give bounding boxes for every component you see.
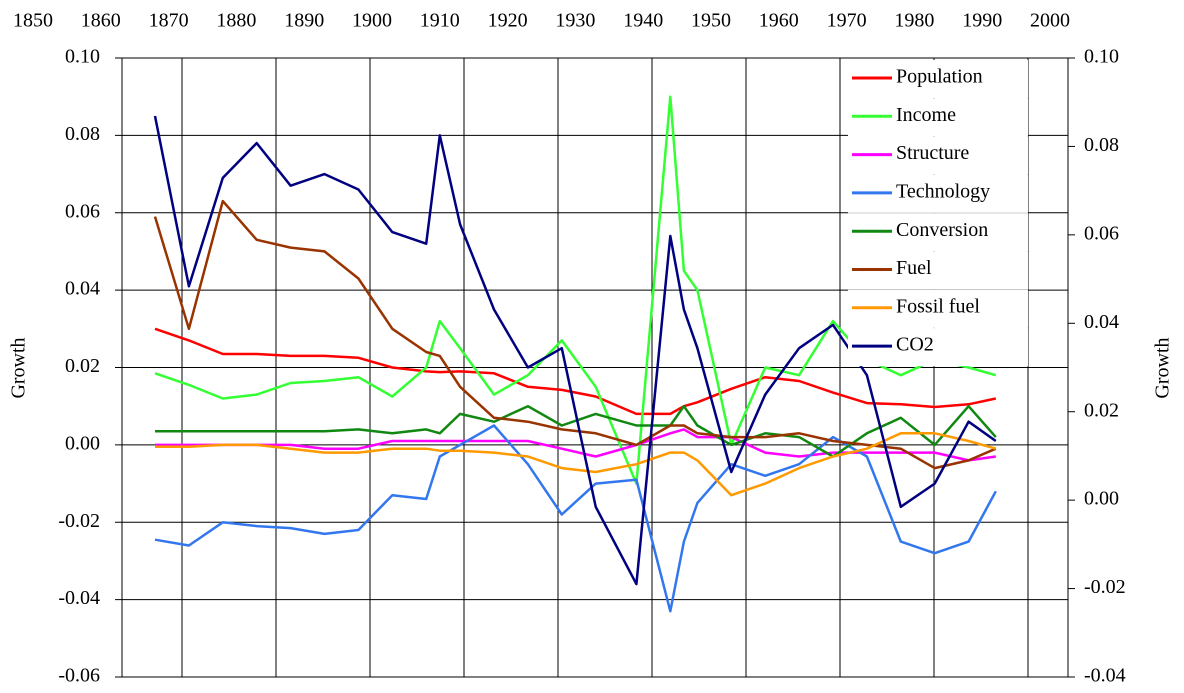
y-tick-label: 0.02 — [65, 355, 100, 377]
x-tick-label: 1970 — [827, 10, 867, 32]
series-line — [154, 327, 997, 416]
y-axis-label: Growth — [8, 337, 30, 398]
legend-label: Conversion — [896, 219, 988, 241]
x-tick-label: 1880 — [216, 10, 256, 32]
y2-tick-label: 0.10 — [1084, 46, 1119, 68]
y2-tick-label: 0.02 — [1084, 399, 1119, 421]
y2-tick-label: -0.02 — [1084, 576, 1126, 598]
x-tick-label: 1920 — [488, 10, 528, 32]
y-tick-label: 0.04 — [65, 278, 100, 300]
y2-tick-label: 0.04 — [1084, 311, 1119, 333]
legend-label: Fossil fuel — [896, 295, 980, 317]
y2-tick-label: 0.06 — [1084, 222, 1119, 244]
x-tick-label: 1860 — [81, 10, 121, 32]
x-tick-label: 1930 — [555, 10, 595, 32]
x-tick-label: 1870 — [149, 10, 189, 32]
legend-label: Technology — [896, 180, 990, 202]
series-line — [155, 432, 997, 497]
x-tick-label: 1890 — [284, 10, 324, 32]
x-tick-label: 1950 — [691, 10, 731, 32]
y-tick-label: -0.02 — [58, 510, 100, 532]
x-tick-label: 1940 — [623, 10, 663, 32]
y-tick-label: 0.10 — [65, 46, 100, 68]
y2-tick-label: 0.08 — [1084, 134, 1119, 156]
y2-tick-label: -0.04 — [1084, 665, 1126, 687]
x-tick-label: 1900 — [352, 10, 392, 32]
legend-label: Income — [896, 104, 956, 126]
x-tick-label: 1960 — [759, 10, 799, 32]
legend-label: Population — [896, 66, 983, 88]
y-tick-label: -0.06 — [58, 665, 100, 687]
x-tick-label: 1980 — [894, 10, 934, 32]
x-tick-label: 1850 — [13, 10, 53, 32]
x-tick-label: 1990 — [962, 10, 1002, 32]
y-tick-label: 0.06 — [65, 200, 100, 222]
series-line — [155, 404, 997, 458]
legend-label: Structure — [896, 142, 969, 164]
y-tick-label: 0.08 — [65, 123, 100, 145]
series-line — [154, 424, 997, 613]
legend-label: CO2 — [896, 334, 934, 356]
y2-tick-label: 0.00 — [1084, 488, 1119, 510]
x-tick-label: 1910 — [420, 10, 460, 32]
y-tick-label: 0.00 — [65, 432, 100, 454]
legend-label: Fuel — [896, 257, 932, 279]
y2-axis-label: Growth — [1152, 337, 1174, 398]
x-tick-label: 2000 — [1030, 10, 1070, 32]
y-tick-label: -0.04 — [58, 587, 100, 609]
